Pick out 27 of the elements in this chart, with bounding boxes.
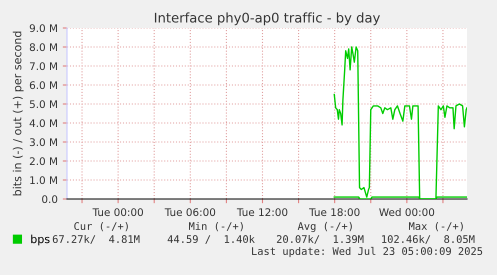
x-tick-label: Tue 18:00	[309, 208, 360, 216]
y-tick-label: 4.0 M	[30, 119, 57, 128]
y-tick-label: 9.0 M	[30, 24, 57, 32]
text: 67.27k/ 4.81M	[52, 234, 140, 244]
chart-title: Interface phy0-ap0 traffic - by day	[154, 12, 380, 26]
text: 20.07k/ 1.39M	[276, 234, 364, 244]
x-tick-label: Wed 00:00	[379, 208, 434, 216]
y-tick-label: 8.0 M	[30, 43, 57, 52]
y-tick-label: 5.0 M	[30, 100, 57, 108]
text: 44.59 / 1.40k	[168, 234, 255, 244]
text: Avg (-/+)	[298, 222, 352, 232]
x-tick-label: Tue 00:00	[92, 208, 143, 216]
text: Min (-/+)	[188, 222, 243, 232]
y-tick-label: 0.0	[42, 195, 58, 204]
y-tick-label: 6.0 M	[30, 81, 57, 90]
y-axis-title: bits in (-) / out (+) per second	[12, 32, 24, 196]
text: 102.46k/ 8.05M	[382, 234, 474, 244]
y-tick-label: 3.0 M	[30, 138, 57, 146]
text: Last update: Wed Jul 23 05:00:09 2025	[252, 246, 482, 258]
x-tick-label: Tue 12:00	[236, 208, 288, 216]
y-tick-label: 2.0 M	[30, 157, 57, 166]
text: Max (-/+)	[408, 222, 463, 232]
legend-label: bps	[31, 234, 50, 246]
y-tick-label: 7.0 M	[30, 62, 57, 70]
y-tick-label: 1.0 M	[30, 176, 57, 184]
text: Cur (-/+)	[74, 222, 128, 232]
x-tick-label: Tue 06:00	[164, 208, 216, 216]
